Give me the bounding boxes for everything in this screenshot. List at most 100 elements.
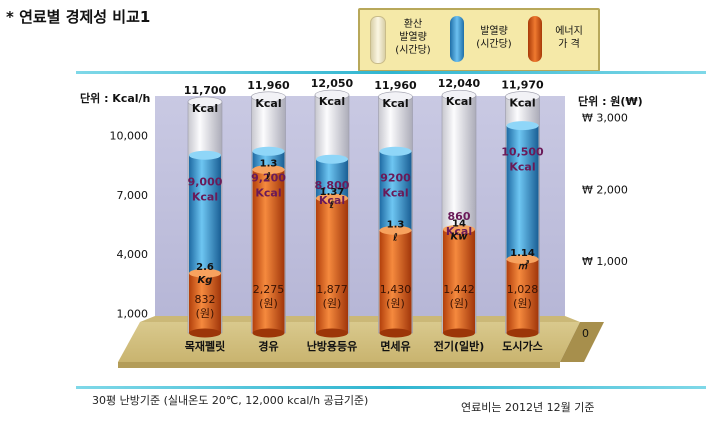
heat-bar-top-5 [506, 121, 539, 131]
heat-bar-top-0 [189, 150, 221, 160]
footer-price-date: 연료비는 2012년 12월 기준 [461, 401, 595, 414]
legend-swatch-price [528, 16, 542, 62]
heat-value-3: 9200 [380, 171, 411, 184]
unit-symbol-4: Kw [451, 231, 469, 242]
right-tick-label-1: ₩ 2,000 [582, 183, 628, 196]
price-bar-3 [379, 230, 412, 333]
tube-base-3 [379, 328, 412, 338]
bottom-divider [76, 386, 706, 389]
unit-quantity-4: 14 [452, 218, 466, 229]
price-bar-5 [506, 259, 539, 333]
chart-back-wall [155, 96, 565, 324]
price-unit-3: (원) [386, 297, 405, 310]
chart-floor-right-side [560, 322, 604, 362]
left-tick-label-3: 1,000 [117, 307, 149, 320]
tube-base-1 [252, 328, 285, 338]
price-bar-2 [316, 198, 348, 333]
footer-heating-basis: 30평 난방기준 (실내온도 20℃, 12,000 kcal/h 공급기준) [92, 394, 369, 407]
heat-unit-5: Kcal [509, 161, 535, 174]
unit-quantity-1: 1.3 [260, 159, 278, 170]
heat-value-0: 9,000 [188, 175, 223, 188]
price-unit-2: (원) [323, 297, 342, 310]
left-axis-unit: 단위 : Kcal/h [80, 92, 151, 105]
price-value-0: 832 [195, 293, 216, 306]
converted-heat-tube-top-1 [251, 91, 286, 103]
right-tick-label-3: 0 [582, 327, 589, 340]
price-bar-top-1 [252, 165, 285, 175]
converted-heat-value-0: 11,700 [184, 84, 227, 97]
converted-heat-value-2: 12,050 [311, 77, 354, 90]
price-bar-0 [189, 273, 221, 333]
converted-heat-unit-0: Kcal [192, 102, 218, 115]
converted-heat-tube-top-3 [378, 91, 413, 103]
legend-swatch-converted [370, 16, 386, 64]
unit-symbol-2: ℓ [329, 200, 335, 211]
converted-heat-tube-top-5 [505, 91, 540, 102]
tube-base-2 [316, 328, 348, 338]
right-tick-label-0: ₩ 3,000 [582, 112, 628, 125]
heat-value-5: 10,500 [501, 146, 544, 159]
price-unit-0: (원) [196, 307, 215, 320]
converted-heat-value-3: 11,960 [374, 79, 417, 92]
converted-heat-value-1: 11,960 [247, 79, 290, 92]
page-title: * 연료별 경제성 비교1 [6, 8, 151, 26]
heat-bar-top-1 [252, 146, 285, 156]
tube-base-4 [443, 328, 475, 338]
left-tick-label-0: 10,000 [110, 130, 149, 143]
converted-heat-unit-2: Kcal [319, 95, 345, 108]
heat-value-4: 860 [448, 210, 471, 223]
converted-heat-tube-top-4 [441, 89, 477, 101]
price-bar-top-4 [443, 224, 475, 234]
chart-floor-front [118, 362, 560, 368]
top-divider [76, 71, 706, 74]
legend-label-heat: 발열량 (시간당) [476, 26, 512, 50]
converted-heat-unit-1: Kcal [255, 97, 281, 110]
right-tick-label-2: ₩ 1,000 [582, 255, 628, 268]
unit-symbol-1: ℓ [265, 172, 271, 183]
right-axis-unit: 단위 : 원(₩) [578, 95, 643, 108]
price-value-1: 2,275 [253, 283, 285, 296]
heat-unit-3: Kcal [382, 186, 408, 199]
price-value-4: 1,442 [443, 283, 475, 296]
price-unit-5: (원) [513, 297, 532, 310]
unit-quantity-2: 1.37 [320, 187, 345, 198]
category-label-4: 전기(일반) [434, 339, 485, 353]
heat-value-1: 9,200 [251, 171, 286, 184]
price-bar-4 [443, 229, 475, 333]
category-label-5: 도시가스 [502, 339, 542, 353]
converted-heat-unit-4: Kcal [446, 95, 472, 108]
price-bar-top-5 [506, 254, 539, 264]
heat-value-2: 8,800 [315, 179, 350, 192]
heat-unit-0: Kcal [192, 190, 218, 203]
left-tick-label-1: 7,000 [117, 189, 149, 202]
category-label-0: 목재펠릿 [185, 339, 225, 353]
left-tick-label-2: 4,000 [117, 248, 149, 261]
price-value-5: 1,028 [507, 283, 539, 296]
heat-unit-2: Kcal [319, 194, 345, 207]
converted-heat-value-4: 12,040 [438, 77, 481, 90]
price-bar-top-3 [379, 225, 412, 235]
tube-base-5 [506, 328, 539, 338]
legend-label-converted: 환산 발열량 (시간당) [395, 19, 431, 56]
unit-symbol-3: ℓ [392, 232, 398, 243]
heat-unit-1: Kcal [255, 186, 281, 199]
price-unit-1: (원) [259, 297, 278, 310]
converted-heat-tube-top-2 [314, 89, 350, 101]
tube-base-0 [189, 328, 221, 338]
price-value-3: 1,430 [380, 283, 412, 296]
unit-symbol-0: Kg [198, 275, 213, 286]
price-value-2: 1,877 [316, 283, 348, 296]
heat-bar-top-3 [379, 146, 412, 156]
price-bar-top-2 [316, 193, 348, 203]
converted-heat-value-5: 11,970 [501, 79, 544, 92]
price-bar-1 [252, 169, 285, 333]
legend-swatch-heat [450, 16, 464, 62]
heat-bar-top-2 [316, 154, 348, 164]
category-label-3: 면세유 [380, 339, 410, 353]
legend-label-price: 에너지 가 격 [555, 26, 583, 50]
unit-symbol-5: ㎥ [518, 260, 530, 272]
price-bar-top-0 [189, 268, 221, 278]
unit-quantity-0: 2.6 [196, 262, 214, 273]
converted-heat-unit-5: Kcal [509, 97, 535, 110]
